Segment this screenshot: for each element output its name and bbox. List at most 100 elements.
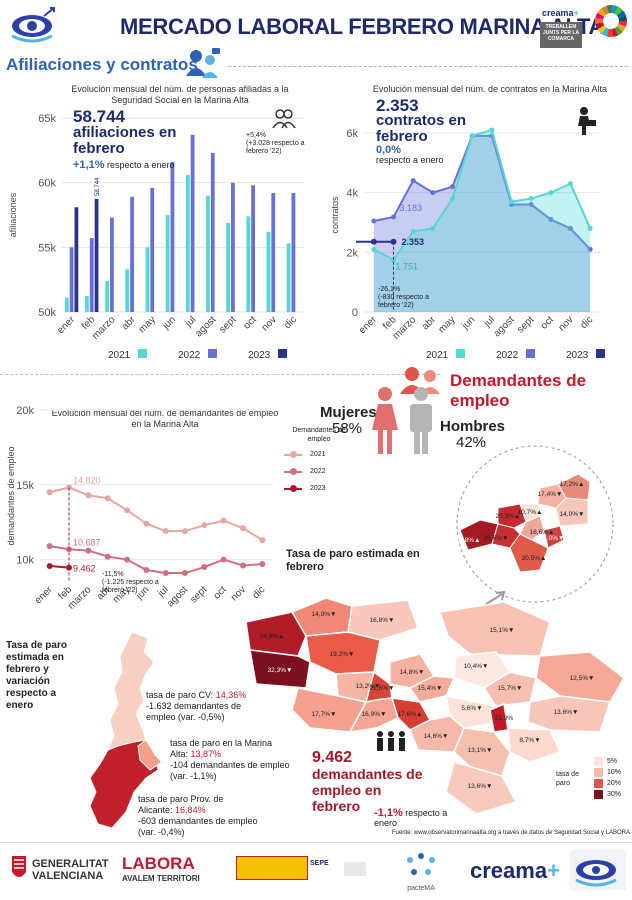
sdg-segment bbox=[614, 6, 623, 16]
y-axis-label: contratos bbox=[330, 196, 340, 234]
hombres-pct: 42% bbox=[456, 434, 487, 451]
scale-label: 10% bbox=[607, 769, 622, 776]
scale-swatch bbox=[594, 757, 603, 766]
data-point bbox=[259, 537, 266, 544]
data-point bbox=[182, 570, 188, 577]
sdg-segment bbox=[595, 22, 605, 30]
scale-swatch bbox=[594, 768, 603, 777]
sdg-segment bbox=[606, 5, 613, 14]
data-point bbox=[587, 246, 593, 252]
bar bbox=[150, 187, 155, 312]
x-tick-label: sept bbox=[188, 584, 209, 605]
map-value-label: 16,6%▲ bbox=[530, 529, 555, 536]
bar bbox=[85, 296, 89, 312]
scale-label: 30% bbox=[607, 791, 622, 798]
scale-legend-item: 30% bbox=[594, 789, 621, 800]
gobierno-espana-logo bbox=[236, 856, 308, 880]
map-value-label: 17,2%▲ bbox=[560, 481, 585, 488]
bar bbox=[69, 247, 74, 312]
mujeres-label: Mujeres bbox=[320, 404, 377, 421]
x-tick-label: oct bbox=[241, 314, 258, 331]
map-value-label: 14,6%▼ bbox=[424, 733, 449, 740]
y-tick-label: 20k bbox=[16, 405, 34, 417]
map-value-label: 25,0%▼ bbox=[540, 535, 565, 542]
data-point bbox=[259, 561, 266, 568]
x-tick-label: sept bbox=[217, 314, 238, 335]
x-tick-label: abr bbox=[120, 314, 138, 332]
series-line bbox=[49, 545, 263, 575]
data-label: 2.353 bbox=[402, 237, 425, 247]
legend-item: 2023 bbox=[284, 484, 354, 493]
data-point bbox=[528, 196, 534, 202]
sdg-wheel-icon bbox=[594, 4, 628, 38]
espana-avanza-logo bbox=[344, 862, 366, 876]
sdg-segment bbox=[616, 23, 626, 32]
map-value-label: 15,4%▼ bbox=[418, 685, 443, 692]
legend-label: 2023 bbox=[248, 350, 271, 361]
x-tick-label: jul bbox=[183, 314, 199, 330]
scale-legend-title: tasa de paro bbox=[556, 771, 579, 787]
people-icon bbox=[272, 108, 296, 130]
x-tick-label: ener bbox=[357, 314, 379, 336]
bar bbox=[206, 195, 210, 312]
afiliaciones-chart-title: Evolución mensual del núm. de personas a… bbox=[71, 84, 289, 105]
series-line bbox=[49, 564, 70, 569]
scale-label: 5% bbox=[607, 758, 618, 765]
x-tick-label: dic bbox=[282, 314, 299, 331]
data-point bbox=[371, 218, 377, 224]
data-point bbox=[430, 225, 436, 231]
map-value-label: 10,7%▲ bbox=[518, 509, 543, 516]
map-value-label: 5,6%▼ bbox=[461, 705, 482, 712]
sdg-segment bbox=[597, 8, 607, 17]
data-point bbox=[46, 543, 53, 550]
data-point bbox=[509, 199, 514, 205]
data-label: 1.751 bbox=[396, 262, 419, 272]
legend-label: 2023 bbox=[310, 485, 326, 492]
legend-item: 2021 bbox=[284, 450, 354, 459]
x-tick-label: jun bbox=[160, 314, 178, 332]
people-network-icon bbox=[182, 46, 222, 80]
series-line bbox=[373, 128, 592, 262]
valencia-ma-text: tasa de paro en la Marina Alta: 13,87% -… bbox=[170, 738, 290, 781]
legend-swatch bbox=[596, 349, 605, 358]
data-point bbox=[46, 562, 53, 569]
legend-label: 2021 bbox=[310, 451, 326, 458]
woman-icon bbox=[370, 386, 400, 456]
bar bbox=[105, 280, 110, 312]
creama-footer-logo: creama+ bbox=[470, 858, 560, 883]
x-tick-label: marzo bbox=[391, 314, 419, 342]
bar bbox=[210, 152, 215, 312]
demandantes-annotation: -11,5% (-1.225 respecto a febrero '22) bbox=[102, 571, 159, 594]
bar bbox=[130, 196, 134, 312]
map-value-label: 14,8%▼ bbox=[400, 669, 425, 676]
bar bbox=[190, 134, 195, 312]
legend-swatch bbox=[208, 349, 217, 358]
x-tick-label: agost bbox=[193, 314, 218, 339]
map-value-label: 10,4%▼ bbox=[464, 663, 489, 670]
y-tick-label: 10k bbox=[16, 555, 34, 567]
map-value-label: 17,7%▼ bbox=[312, 711, 337, 718]
x-tick-label: oct bbox=[539, 314, 556, 331]
data-point bbox=[143, 567, 150, 574]
legend-swatch bbox=[138, 349, 147, 358]
valencia-cv-text: tasa de paro CV: 14,36% -1.632 demandant… bbox=[146, 690, 247, 722]
contratos-big-label: contratos en febrero bbox=[376, 112, 467, 145]
bar bbox=[271, 193, 276, 312]
data-point bbox=[548, 190, 554, 196]
map-value-label: 13,2%▼ bbox=[356, 683, 381, 690]
contratos-chart-title: Evolución mensual del núm. de contratos … bbox=[372, 84, 608, 94]
data-point bbox=[568, 181, 573, 187]
data-point bbox=[450, 196, 455, 202]
demandantes-big-value: 9.462 bbox=[312, 749, 353, 766]
x-tick-label: nov bbox=[260, 314, 279, 333]
data-point bbox=[548, 216, 554, 222]
data-label: 10.687 bbox=[73, 537, 101, 547]
sdg-segment bbox=[601, 5, 609, 15]
data-point bbox=[104, 495, 111, 502]
data-point bbox=[370, 238, 377, 245]
map-value-label: 19,2%▼ bbox=[330, 651, 355, 658]
map-value-label: 17,6%▲ bbox=[398, 711, 423, 718]
demandantes-legend: Demandantes de empleo 2021 2022 2023 bbox=[284, 426, 354, 501]
